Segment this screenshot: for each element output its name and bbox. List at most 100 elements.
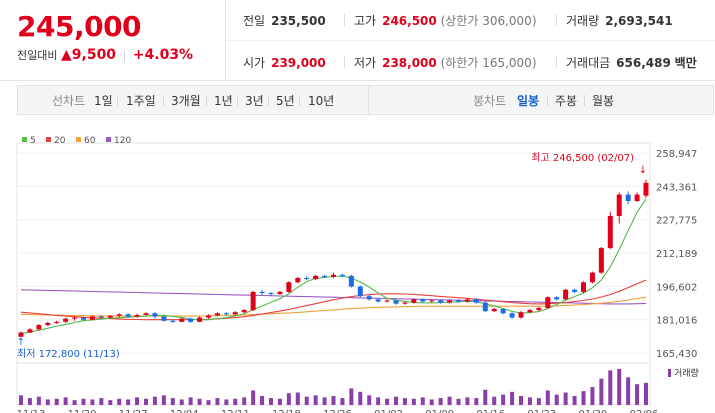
- candle-body: [482, 302, 488, 312]
- volume-bar: [590, 387, 595, 405]
- volume-bar: [438, 398, 443, 405]
- candle-body: [36, 325, 42, 330]
- tab-1y[interactable]: 1년: [214, 94, 233, 108]
- stock-chart[interactable]: 5 20 60 120 258,947 243,361 227,775 212,189 196…: [0, 123, 715, 413]
- candle-body: [232, 312, 238, 315]
- tab-1w[interactable]: 1주일: [126, 94, 156, 108]
- y-tick-label: 181,016: [656, 316, 697, 327]
- volume-bar: [527, 397, 532, 405]
- x-tick-label: 12/04: [170, 409, 199, 413]
- y-tick-label: 165,430: [656, 349, 697, 360]
- candle-body: [277, 291, 283, 295]
- volume-bar: [152, 396, 157, 405]
- volume-bar: [572, 396, 577, 405]
- volume-bar: [367, 395, 372, 405]
- volume-bar: [581, 391, 586, 405]
- change-amount: 9,500: [71, 47, 117, 63]
- ma20-line: [20, 279, 647, 321]
- candle-body: [527, 310, 533, 313]
- candle-body: [331, 274, 336, 277]
- candle-body: [81, 317, 86, 320]
- candle-body: [545, 297, 551, 308]
- candle-body: [536, 307, 542, 311]
- candle-body: [616, 194, 622, 216]
- legend-label: 5: [30, 136, 36, 146]
- candle-body: [286, 282, 292, 292]
- chart-tabs: 선차트 1일 1주일 3개월 1년 3년 5년 10년 봉차트 일봉 주봉 월봉: [17, 85, 714, 115]
- tab-3y[interactable]: 3년: [245, 94, 264, 108]
- volume-bar: [349, 388, 354, 405]
- candle-body: [348, 275, 354, 287]
- candle-chart-label: 봉차트: [473, 94, 507, 108]
- candle-body: [161, 316, 167, 321]
- up-arrow-icon: ▲: [60, 47, 72, 63]
- volume-legend-swatch: [668, 369, 671, 377]
- volume-bar: [233, 398, 238, 405]
- y-tick-label: 227,775: [656, 216, 697, 227]
- candle-body: [223, 313, 229, 315]
- volume-bar: [474, 398, 479, 405]
- legend-swatch: [46, 137, 51, 142]
- volume-bar: [322, 397, 327, 405]
- tab-daily[interactable]: 일봉: [517, 94, 540, 108]
- tab-5y[interactable]: 5년: [276, 94, 295, 108]
- candle-body: [143, 313, 149, 315]
- tab-3m[interactable]: 3개월: [171, 94, 201, 108]
- price-change: 전일대비 ▲9,500 | +4.03%: [17, 47, 194, 63]
- legend-swatch: [76, 137, 81, 142]
- ma5-line: [20, 198, 647, 335]
- volume-bar: [197, 398, 202, 405]
- tab-1d[interactable]: 1일: [94, 94, 113, 108]
- volume-bar: [617, 369, 622, 405]
- candle-body: [54, 321, 60, 323]
- volume-bar: [45, 399, 50, 405]
- candle-body: [268, 292, 274, 295]
- candle-body: [179, 318, 185, 322]
- candle-body: [18, 332, 24, 337]
- volume-bar: [599, 378, 604, 405]
- volume-bar: [126, 399, 131, 405]
- x-tick-label: 02/06: [630, 409, 659, 413]
- candle-body: [581, 282, 586, 292]
- volume-bar: [626, 377, 631, 405]
- stat-open: 시가 239,000: [243, 56, 326, 70]
- tab-weekly[interactable]: 주봉: [555, 94, 578, 108]
- volume-bar: [429, 399, 434, 405]
- x-tick-label: 11/27: [119, 409, 148, 413]
- volume-bar: [536, 398, 541, 405]
- candle-body: [572, 289, 578, 292]
- volume-bar: [242, 397, 247, 405]
- volume-bar: [358, 391, 363, 405]
- candle-body: [72, 317, 78, 319]
- tab-monthly[interactable]: 월봉: [592, 94, 615, 108]
- volume-bar: [447, 396, 452, 405]
- volume-bar: [501, 394, 506, 405]
- volume-bar: [108, 400, 113, 405]
- candle-body: [366, 296, 372, 300]
- high-annotation: 최고 246,500 (02/07): [531, 152, 634, 164]
- x-tick-label: 12/11: [221, 409, 250, 413]
- candle-body: [116, 314, 122, 316]
- volume-bar: [331, 396, 336, 405]
- candle-body: [509, 313, 515, 318]
- candle-body: [197, 317, 203, 322]
- legend-swatch: [106, 137, 111, 142]
- volume-bar: [608, 370, 613, 405]
- candle-body: [259, 291, 265, 293]
- candle-body: [473, 299, 479, 303]
- x-tick-label: 12/26: [323, 409, 352, 413]
- volume-bar: [519, 396, 523, 405]
- volume-bar: [170, 398, 175, 405]
- volume-bar: [385, 398, 390, 405]
- tab-10y[interactable]: 10년: [308, 94, 335, 108]
- candle-body: [89, 316, 95, 320]
- candle-body: [250, 291, 256, 311]
- volume-bar: [206, 400, 211, 405]
- legend-label: 120: [114, 136, 131, 146]
- volume-bar: [117, 398, 122, 405]
- candle-body: [634, 194, 640, 202]
- candle-body: [45, 322, 51, 326]
- volume-bar: [411, 398, 416, 405]
- volume-bar: [215, 398, 220, 405]
- ma120-line: [20, 289, 647, 305]
